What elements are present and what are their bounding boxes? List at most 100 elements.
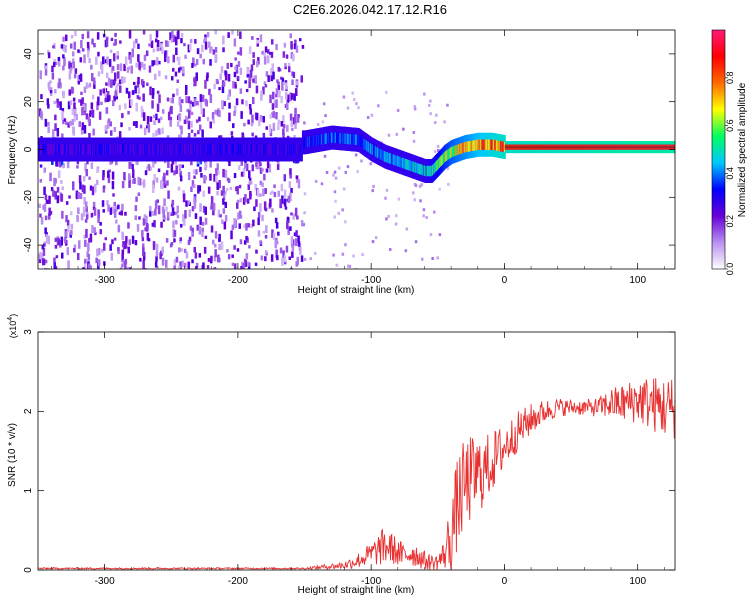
noise-cell xyxy=(255,199,258,207)
noise-cell xyxy=(83,197,86,205)
noise-cell xyxy=(296,215,299,220)
noise-cell xyxy=(115,206,118,212)
noise-cell xyxy=(163,181,166,186)
noise-cell xyxy=(178,247,181,253)
noise-cell xyxy=(93,80,96,89)
noise-cell xyxy=(146,232,150,241)
noise-cell xyxy=(271,112,274,118)
noise-cell xyxy=(231,254,234,258)
noise-cell xyxy=(97,209,100,219)
noise-cell xyxy=(195,119,199,123)
noise-cell xyxy=(85,82,89,89)
noise-cell xyxy=(277,84,280,91)
noise-cell xyxy=(402,127,405,131)
noise-cell xyxy=(81,184,85,193)
noise-cell xyxy=(395,214,398,218)
noise-cell xyxy=(81,48,85,52)
noise-cell xyxy=(80,127,84,135)
snr-plot-area xyxy=(38,332,675,570)
noise-cell xyxy=(165,206,168,212)
noise-cell xyxy=(320,182,324,186)
noise-cell xyxy=(51,72,55,80)
noise-cell xyxy=(222,35,225,45)
noise-cell xyxy=(286,94,290,103)
noise-cell xyxy=(154,208,157,216)
noise-cell xyxy=(38,203,41,209)
noise-cell xyxy=(155,251,159,257)
noise-cell xyxy=(270,51,274,58)
noise-cell xyxy=(238,223,241,229)
noise-cell xyxy=(429,99,432,103)
noise-cell xyxy=(269,51,272,55)
noise-cell xyxy=(240,266,243,269)
noise-cell xyxy=(353,98,356,101)
noise-cell xyxy=(118,79,122,85)
noise-cell xyxy=(172,67,175,72)
noise-cell xyxy=(369,162,373,166)
noise-cell xyxy=(224,71,228,81)
noise-cell xyxy=(41,253,44,260)
noise-cell xyxy=(135,196,138,202)
noise-cell xyxy=(161,184,164,189)
noise-cell xyxy=(236,248,240,252)
noise-cell xyxy=(250,64,254,72)
noise-cell xyxy=(77,253,80,261)
noise-cell xyxy=(195,169,198,175)
noise-cell xyxy=(443,120,446,124)
spectrogram-y-tick-label: -40 xyxy=(23,237,34,252)
noise-cell xyxy=(206,72,209,79)
noise-cell xyxy=(161,257,165,266)
noise-cell xyxy=(279,198,282,208)
noise-cell xyxy=(127,246,130,254)
noise-cell xyxy=(272,110,275,119)
noise-cell xyxy=(265,71,269,77)
noise-cell xyxy=(99,222,102,226)
noise-cell xyxy=(149,205,152,212)
noise-cell xyxy=(92,128,95,136)
noise-cell xyxy=(72,127,75,136)
noise-cell xyxy=(218,243,221,251)
noise-cell xyxy=(281,195,284,204)
noise-cell xyxy=(248,104,252,110)
noise-cell xyxy=(96,179,99,186)
noise-cell xyxy=(97,259,101,267)
noise-cell xyxy=(291,245,295,251)
noise-cell xyxy=(128,91,131,99)
noise-cell xyxy=(184,210,187,219)
noise-cell xyxy=(293,43,297,50)
noise-cell xyxy=(152,159,155,168)
noise-cell xyxy=(89,185,93,191)
noise-cell xyxy=(70,211,73,216)
noise-cell xyxy=(196,224,199,231)
noise-cell xyxy=(140,62,144,68)
noise-cell xyxy=(261,50,264,55)
noise-cell xyxy=(82,267,85,269)
noise-cell xyxy=(438,233,442,237)
noise-cell xyxy=(48,207,51,217)
noise-cell xyxy=(199,101,203,109)
noise-cell xyxy=(142,30,146,35)
noise-cell xyxy=(137,76,140,85)
noise-cell xyxy=(47,52,51,59)
noise-cell xyxy=(106,91,110,96)
noise-cell xyxy=(41,245,45,250)
noise-cell xyxy=(86,161,89,165)
noise-cell xyxy=(175,36,178,46)
noise-cell xyxy=(143,214,147,220)
noise-cell xyxy=(275,249,278,259)
noise-cell xyxy=(70,86,74,94)
noise-cell xyxy=(155,255,158,262)
noise-cell xyxy=(109,121,112,127)
noise-cell xyxy=(283,189,287,198)
noise-cell xyxy=(228,112,231,122)
noise-cell xyxy=(77,75,80,82)
noise-cell xyxy=(224,201,227,209)
noise-cell xyxy=(387,214,390,218)
noise-cell xyxy=(88,82,92,88)
noise-cell xyxy=(153,120,156,125)
noise-cell xyxy=(295,80,299,86)
noise-cell xyxy=(190,111,194,116)
noise-cell xyxy=(264,250,268,254)
noise-cell xyxy=(239,67,243,75)
